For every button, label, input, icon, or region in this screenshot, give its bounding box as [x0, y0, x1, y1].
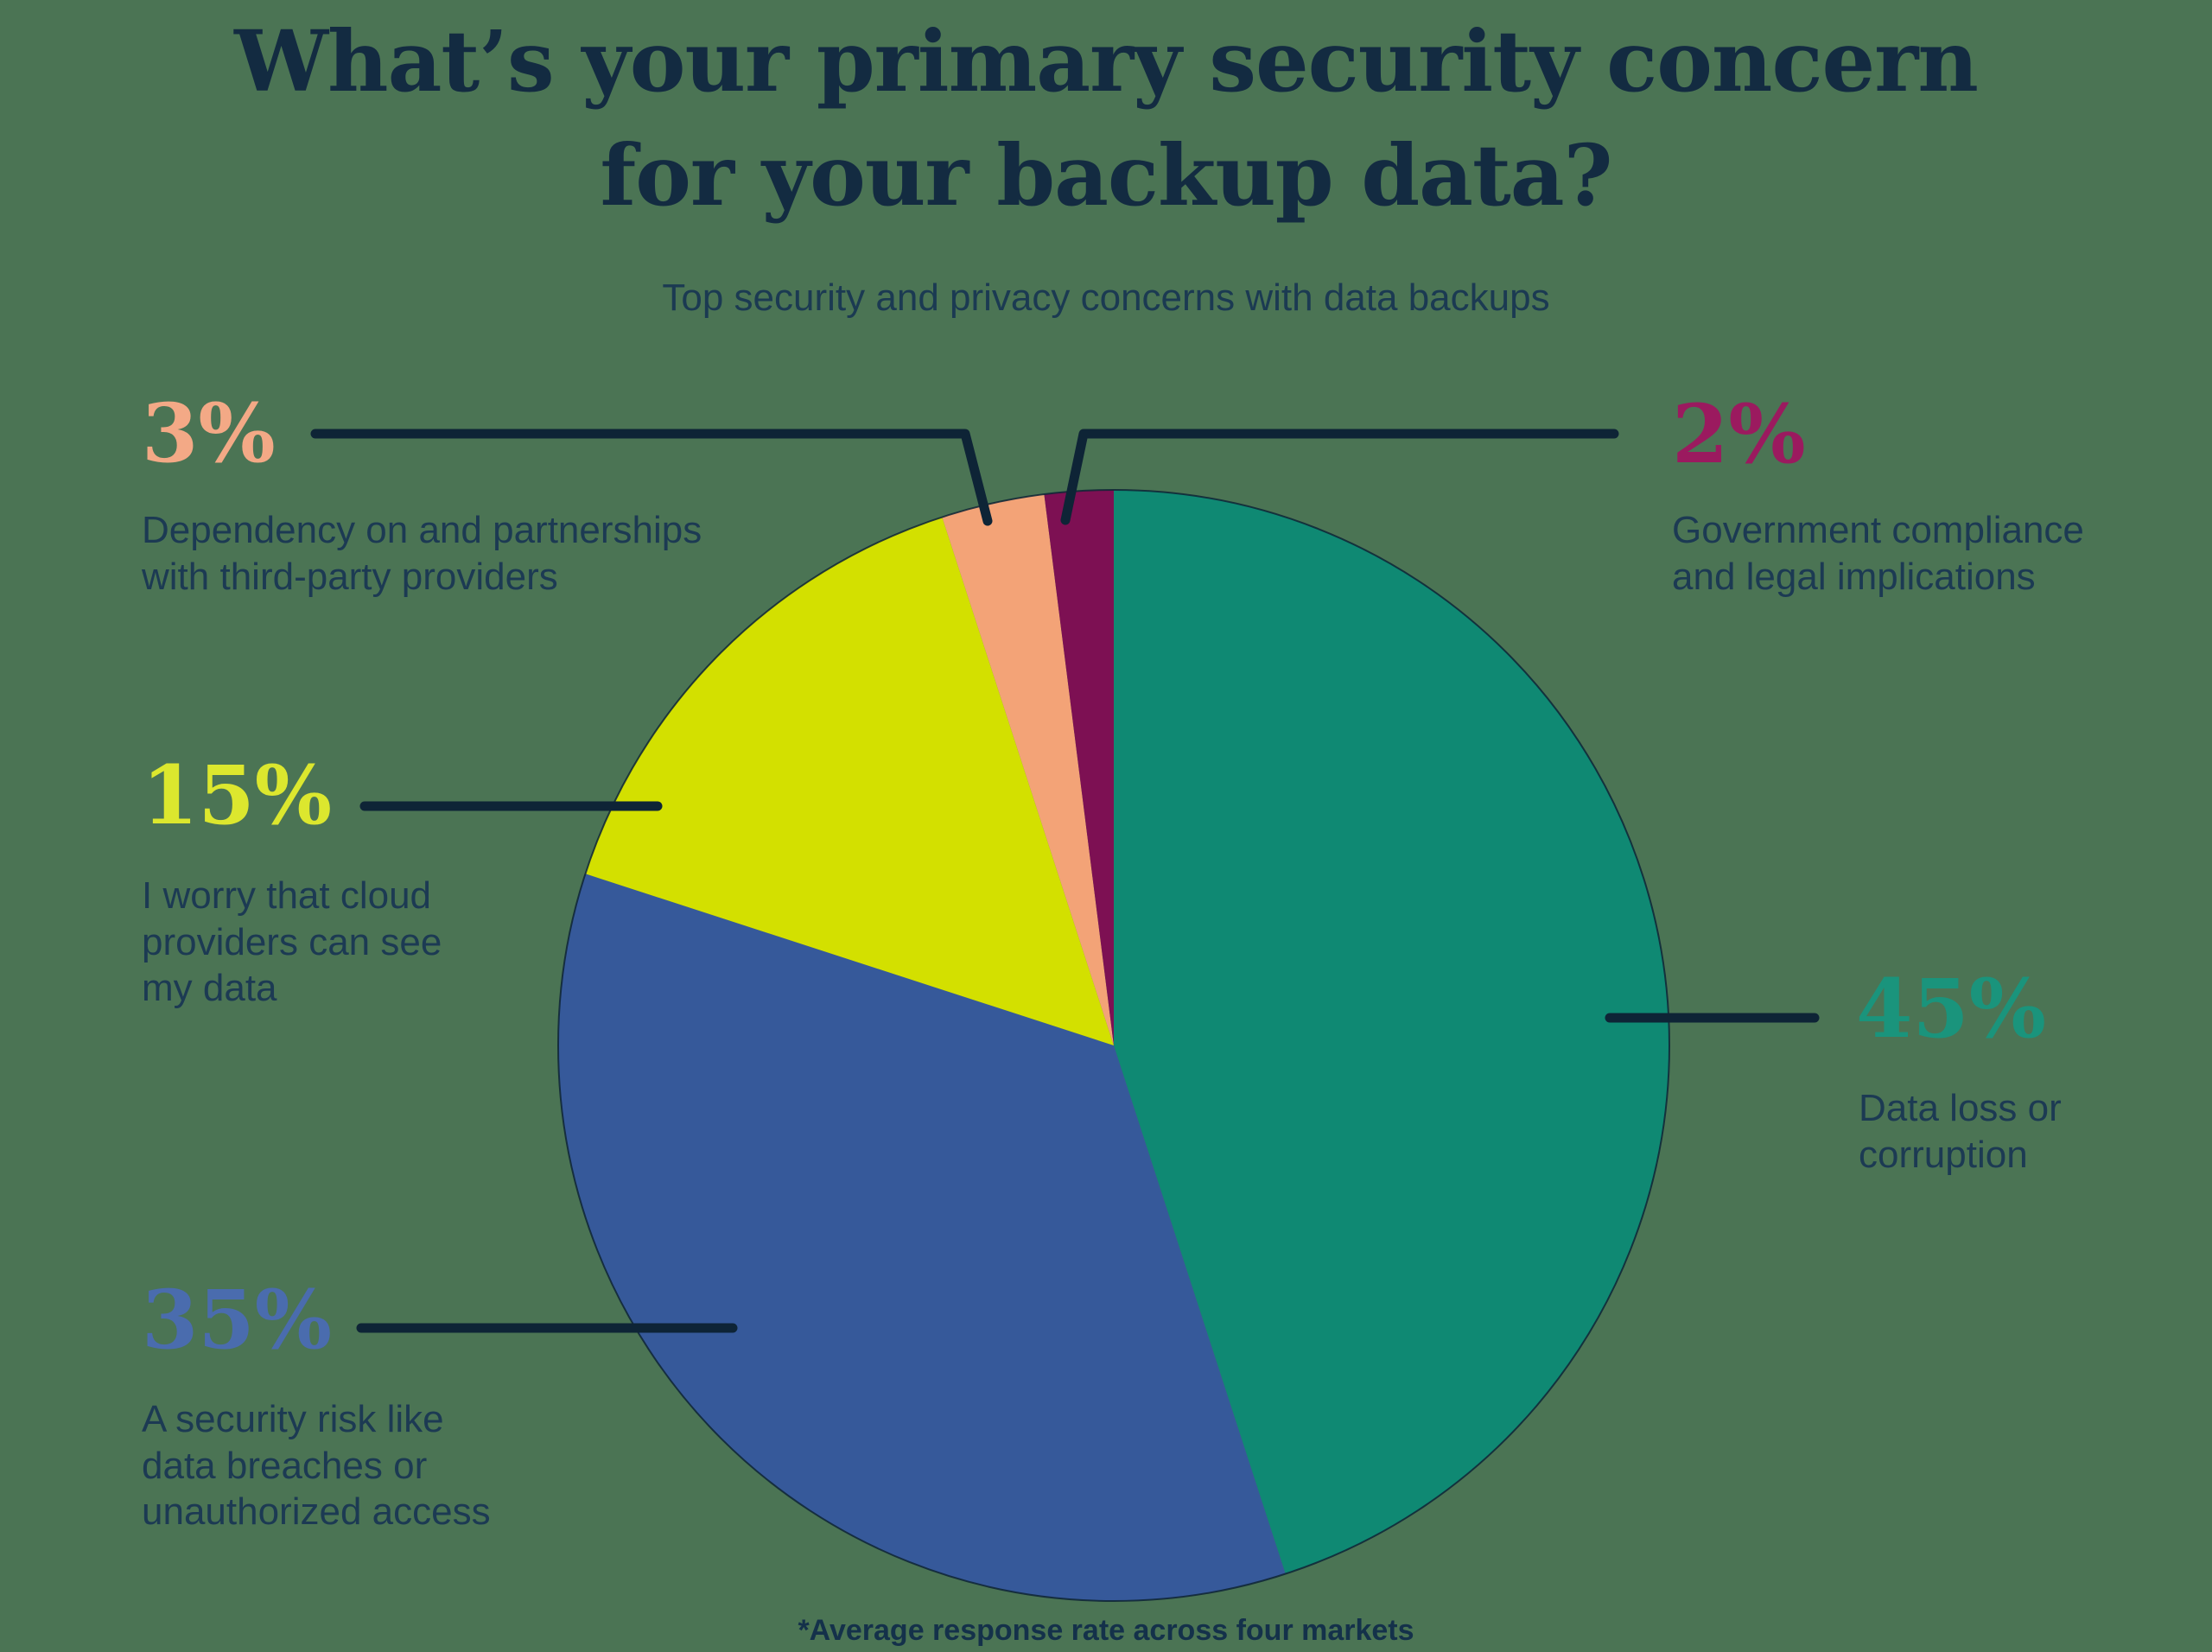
callout-label-government: Government compliance and legal implicat…: [1672, 509, 2084, 598]
callout-pct-third-party: 3%: [142, 386, 276, 481]
pie-slice-security-risk: [558, 874, 1286, 1601]
callout-label-cloud-providers: I worry that cloud providers can see my …: [142, 874, 442, 1010]
leader-line-2pct: [1060, 429, 1619, 525]
callout-label-data-loss: Data loss or corruption: [1859, 1087, 2062, 1176]
page-title: What’s your primary security concern for…: [0, 5, 2212, 233]
pie-slice-third-party-dependency: [942, 494, 1114, 1045]
pie-slice-government-compliance: [1044, 490, 1114, 1045]
callout-label-third-party: Dependency on and partnerships with thir…: [142, 509, 702, 598]
page-title-line-2: for your backup data?: [600, 125, 1613, 225]
callout-pct-data-loss: 45%: [1856, 962, 2047, 1057]
callout-pct-cloud-providers: 15%: [142, 748, 333, 843]
chart-subtitle: Top security and privacy concerns with d…: [662, 276, 1550, 319]
page-title-line-1: What’s your primary security concern: [234, 12, 1979, 111]
pie-outline-ring: [557, 489, 1670, 1602]
pie-slice-cloud-providers-see-data: [585, 517, 1114, 1045]
chart-footnote: *Average response rate across four marke…: [798, 1614, 1414, 1647]
leader-line-3pct: [310, 429, 993, 526]
callout-pct-security-risk: 35%: [142, 1273, 333, 1368]
callout-label-security-risk: A security risk like data breaches or un…: [142, 1398, 491, 1534]
pie-slices-group: [558, 490, 1669, 1601]
pie-slice-data-loss: [1114, 490, 1669, 1574]
callout-pct-government: 2%: [1672, 387, 1806, 482]
